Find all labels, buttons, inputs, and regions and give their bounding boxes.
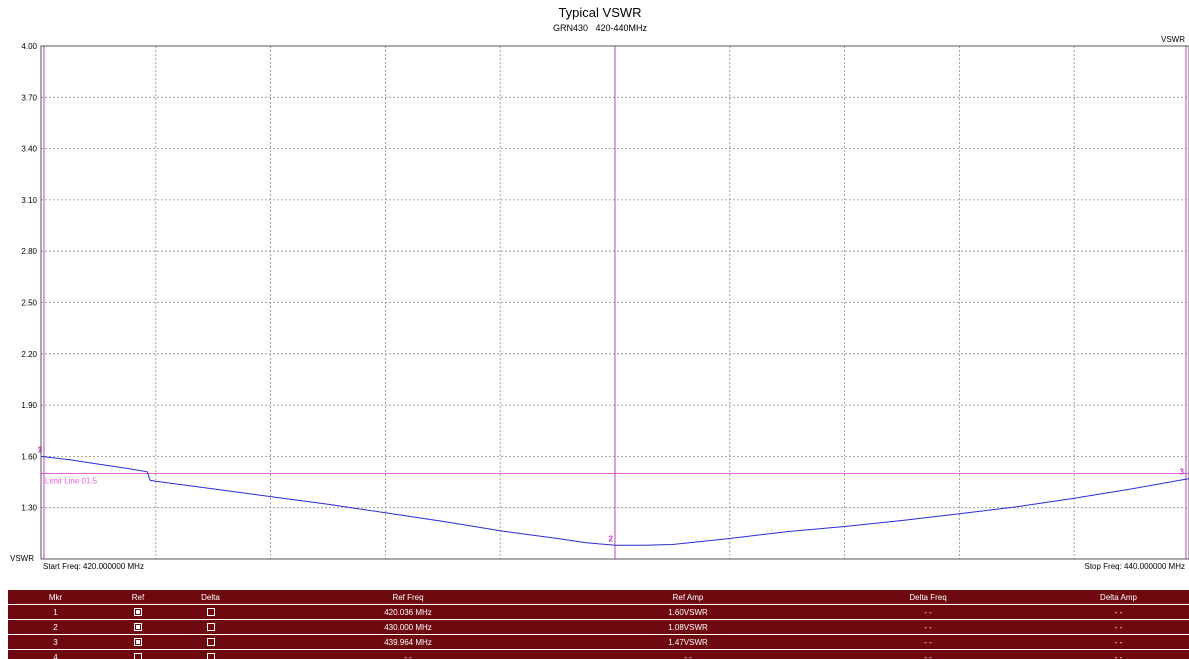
ref-freq-cell: 439.964 MHz: [384, 637, 432, 647]
vswr-chart: Typical VSWR GRN430 420-440MHz VSWR VSWR…: [10, 5, 1189, 571]
ref-checkbox[interactable]: [134, 638, 142, 647]
ref-amp-cell: 1.60VSWR: [668, 607, 708, 617]
y-tick-labels: 1.30 1.60 1.90 2.20 2.50 2.80 3.10 3.40 3.70 4.00: [21, 42, 37, 513]
table-row: 1 420.036 MHz 1.60VSWR - - - -: [8, 604, 1189, 620]
y-axis-label-top: VSWR: [1161, 35, 1185, 44]
y-tick-label: 1.30: [21, 504, 37, 513]
ref-freq-cell: 430.000 MHz: [384, 622, 432, 632]
table-row: 4 - - - - - - - -: [8, 649, 1189, 659]
mkr-cell-td: 4: [8, 649, 103, 659]
delta-freq-cell: - -: [924, 607, 932, 617]
delta-freq-cell-td: - -: [808, 619, 1048, 635]
ref-freq-cell-td: - -: [248, 649, 568, 659]
header-delta: Delta: [173, 590, 248, 605]
marker-labels: 1 2 3: [38, 445, 1185, 543]
mkr-cell-td: 3: [8, 634, 103, 650]
ref-checkbox-td: [103, 649, 173, 659]
y-axis-label-bottom: VSWR: [10, 554, 34, 563]
ref-freq-cell-td: 430.000 MHz: [248, 619, 568, 635]
delta-freq-cell-td: - -: [808, 649, 1048, 659]
mkr-cell: 1: [53, 607, 58, 617]
y-tick-label: 3.40: [21, 145, 37, 154]
ref-amp-cell-td: - -: [568, 649, 808, 659]
mkr-cell: 2: [53, 622, 58, 632]
y-tick-label: 2.80: [21, 247, 37, 256]
delta-checkbox[interactable]: [206, 623, 215, 632]
header-delta-freq: Delta Freq: [808, 590, 1048, 605]
ref-amp-cell-td: 1.47VSWR: [568, 634, 808, 650]
delta-checkbox-td: [173, 619, 248, 635]
marker-table-header-row: Mkr Ref Delta Ref Freq Ref Amp Delta Fre…: [8, 590, 1189, 605]
marker-label-3: 3: [1180, 468, 1185, 477]
y-tick-label: 2.20: [21, 350, 37, 359]
delta-amp-cell: - -: [1114, 652, 1123, 659]
start-freq-label: Start Freq: 420.000000 MHz: [43, 562, 144, 571]
chart-subtitle: GRN430 420-440MHz: [553, 23, 648, 33]
delta-amp-cell: - -: [1114, 622, 1123, 632]
y-tick-label: 3.10: [21, 196, 37, 205]
ref-checkbox[interactable]: [134, 653, 142, 659]
mkr-cell-td: 1: [8, 604, 103, 620]
ref-checkbox[interactable]: [134, 608, 142, 617]
table-row: 3 439.964 MHz 1.47VSWR - - - -: [8, 634, 1189, 650]
delta-checkbox-td: [173, 634, 248, 650]
delta-checkbox-td: [173, 649, 248, 659]
ref-freq-cell: - -: [404, 652, 412, 659]
delta-amp-cell-td: - -: [1048, 604, 1189, 620]
ref-checkbox-td: [103, 604, 173, 620]
ref-amp-cell: 1.08VSWR: [668, 622, 708, 632]
limit-line-label: Limit Line 01.5: [45, 477, 98, 486]
delta-freq-cell-td: - -: [808, 634, 1048, 650]
y-tick-label: 4.00: [21, 42, 37, 51]
table-row: 2 430.000 MHz 1.08VSWR - - - -: [8, 619, 1189, 635]
ref-amp-cell-td: 1.08VSWR: [568, 619, 808, 635]
ref-freq-cell: 420.036 MHz: [384, 607, 432, 617]
stop-freq-label: Stop Freq: 440.000000 MHz: [1084, 562, 1185, 571]
delta-freq-cell: - -: [924, 652, 932, 659]
marker-table: Mkr Ref Delta Ref Freq Ref Amp Delta Fre…: [8, 590, 1189, 659]
chart-title: Typical VSWR: [558, 5, 641, 20]
mkr-cell: 3: [53, 637, 58, 647]
ref-amp-cell: - -: [684, 652, 692, 659]
mkr-cell-td: 2: [8, 619, 103, 635]
y-tick-label: 1.60: [21, 452, 37, 461]
header-ref-amp: Ref Amp: [568, 590, 808, 605]
delta-freq-cell: - -: [924, 622, 932, 632]
ref-amp-cell-td: 1.60VSWR: [568, 604, 808, 620]
header-mkr: Mkr: [8, 590, 103, 605]
delta-checkbox[interactable]: [206, 653, 215, 659]
header-delta-amp: Delta Amp: [1048, 590, 1189, 605]
delta-checkbox[interactable]: [206, 608, 215, 617]
delta-freq-cell-td: - -: [808, 604, 1048, 620]
y-tick-label: 2.50: [21, 299, 37, 308]
y-tick-label: 1.90: [21, 401, 37, 410]
vswr-series-line: [40, 455, 1189, 546]
delta-freq-cell: - -: [924, 637, 932, 647]
delta-amp-cell: - -: [1114, 637, 1123, 647]
y-tick-label: 3.70: [21, 93, 37, 102]
ref-checkbox[interactable]: [134, 623, 142, 632]
ref-checkbox-td: [103, 619, 173, 635]
series-group: [40, 455, 1189, 546]
marker-lines: [43, 46, 1187, 559]
ref-amp-cell: 1.47VSWR: [668, 637, 708, 647]
ref-freq-cell-td: 420.036 MHz: [248, 604, 568, 620]
delta-amp-cell: - -: [1114, 607, 1123, 617]
delta-amp-cell-td: - -: [1048, 649, 1189, 659]
marker-table-grid: Mkr Ref Delta Ref Freq Ref Amp Delta Fre…: [8, 590, 1189, 659]
marker-label-1: 1: [38, 445, 43, 454]
ref-freq-cell-td: 439.964 MHz: [248, 634, 568, 650]
header-ref-freq: Ref Freq: [248, 590, 568, 605]
mkr-cell: 4: [53, 652, 58, 659]
marker-label-2: 2: [609, 534, 614, 543]
plot-frame: [40, 45, 1189, 560]
delta-checkbox[interactable]: [206, 638, 215, 647]
delta-checkbox-td: [173, 604, 248, 620]
delta-amp-cell-td: - -: [1048, 619, 1189, 635]
header-ref: Ref: [103, 590, 173, 605]
ref-checkbox-td: [103, 634, 173, 650]
delta-amp-cell-td: - -: [1048, 634, 1189, 650]
